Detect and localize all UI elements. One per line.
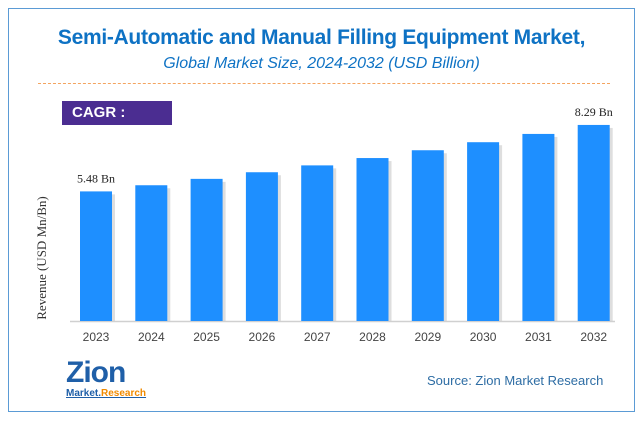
chart-subtitle: Global Market Size, 2024-2032 (USD Billi… [163,55,480,72]
bar-2031 [522,133,555,321]
x-tick-label: 2026 [249,330,276,344]
chart-frame [8,8,635,412]
x-tick-label: 2029 [414,330,441,344]
bar-2026 [245,172,278,321]
data-label: 5.48 Bn [77,171,115,185]
y-axis-label: Revenue (USD Mn/Bn) [34,196,49,320]
bar-2029 [411,150,444,321]
x-tick-label: 2025 [193,330,220,344]
bar-2030 [467,142,500,321]
x-tick-label: 2024 [138,330,165,344]
bar-2028 [356,158,389,321]
bar-2027 [301,165,334,321]
zion-logo: Zion Market.Research [66,356,147,400]
bar-2023 [80,191,112,321]
x-tick-label: 2028 [359,330,386,344]
source-text: Source: Zion Market Research [427,373,604,388]
x-tick-label: 2027 [304,330,331,344]
x-tick-label: 2023 [83,330,110,344]
x-tick-label: 2032 [580,330,607,344]
bar-2024 [135,185,168,321]
bar-2025 [190,178,223,321]
bar-2032 [577,124,610,321]
x-tick-label: 2030 [470,330,497,344]
data-label: 8.29 Bn [575,105,613,119]
x-tick-label: 2031 [525,330,552,344]
cagr-badge: CAGR : 4.70% [62,101,172,145]
divider [38,83,610,84]
chart-title: Semi-Automatic and Manual Filling Equipm… [57,26,586,49]
